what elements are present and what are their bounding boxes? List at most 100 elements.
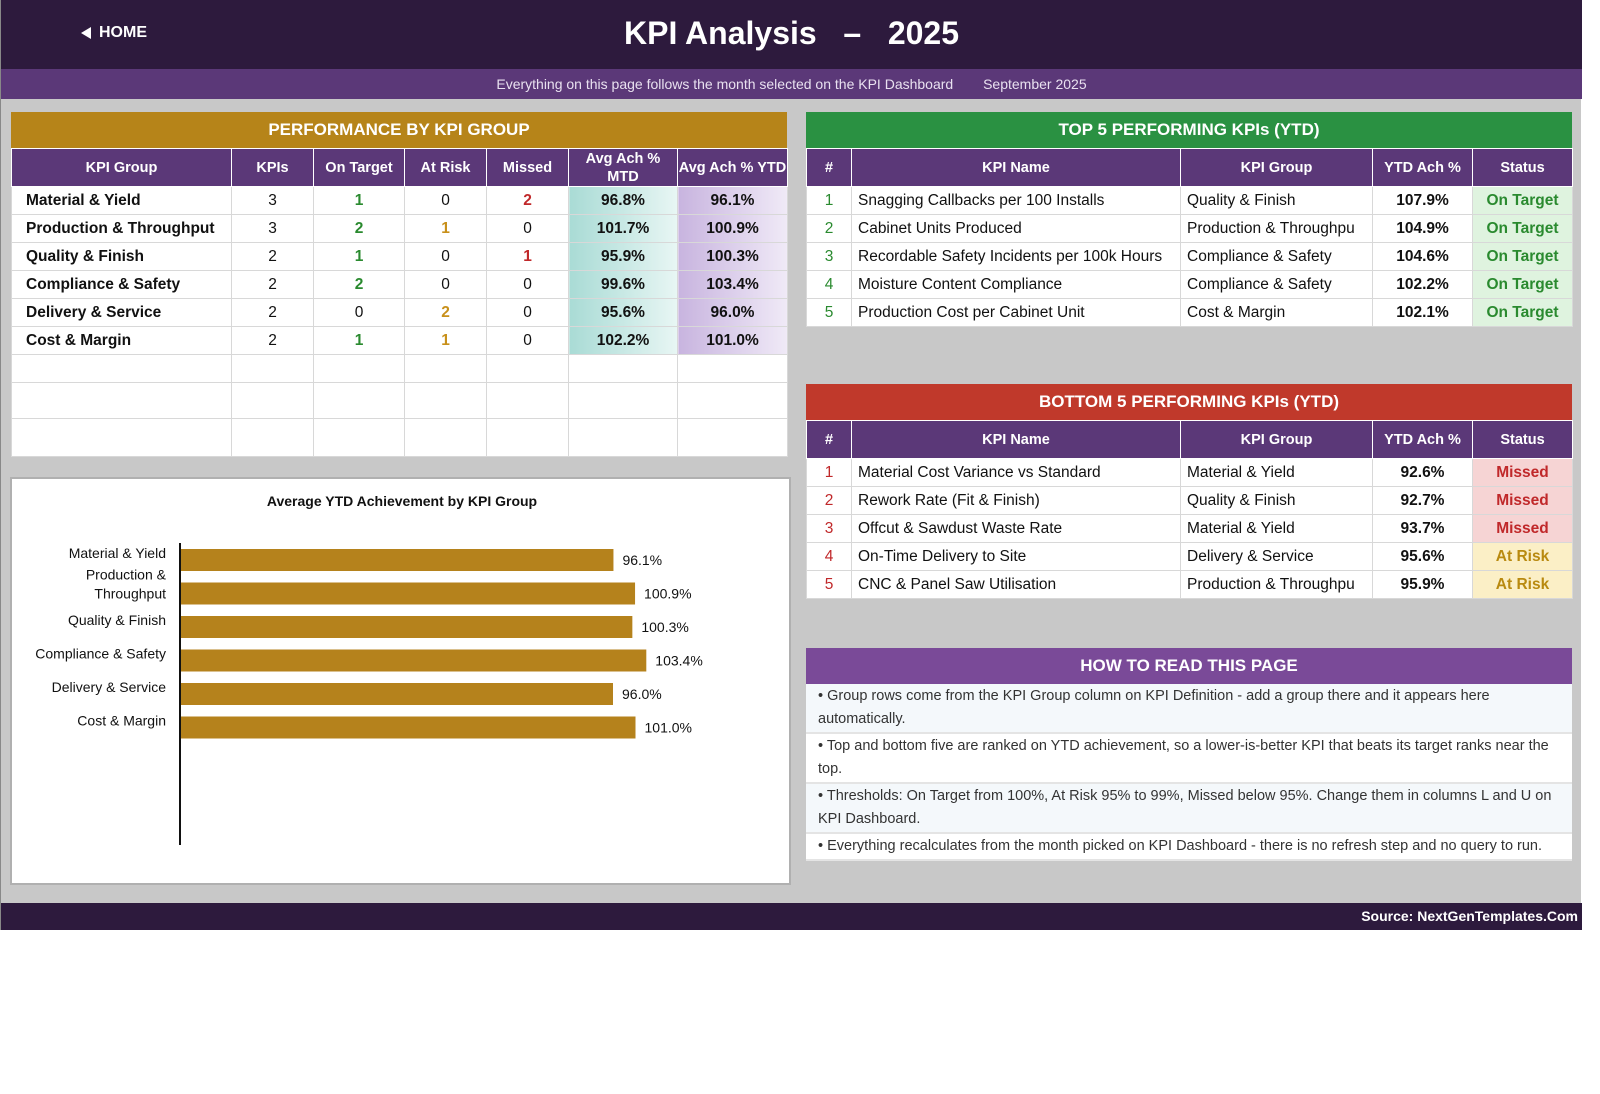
howto-header: HOW TO READ THIS PAGE [806,648,1572,684]
at-risk-count: 0 [404,242,487,271]
col-ytd-ach: YTD Ach % [1372,420,1473,459]
kpi-name: On-Time Delivery to Site [851,542,1181,571]
chart-data-label: 100.3% [641,619,688,635]
chart-canvas: Average YTD Achievement by KPI Group 96.… [35,493,703,845]
group-name: Quality & Finish [11,242,232,271]
empty-row [11,418,788,457]
table-row: 3 Recordable Safety Incidents per 100k H… [806,242,1573,271]
kpi-name: Rework Rate (Fit & Finish) [851,486,1181,515]
chart-category-label: Production & Throughput [86,567,167,602]
kpi-name: Offcut & Sawdust Waste Rate [851,514,1181,543]
kpi-name: Cabinet Units Produced [851,214,1181,243]
status-badge: Missed [1472,514,1573,543]
at-risk-count: 1 [404,326,487,355]
kpi-count: 2 [231,242,314,271]
group-name: Production & Throughput [11,214,232,243]
empty-row [11,382,788,419]
col-status: Status [1472,148,1573,187]
back-triangle-icon [81,27,91,39]
col-kpi-name: KPI Name [851,148,1181,187]
on-target-count: 1 [313,242,405,271]
on-target-count: 1 [313,186,405,215]
table-row: Production & Throughput 3 2 1 0 101.7% 1… [11,214,788,243]
missed-count: 0 [486,270,569,299]
chart-category-label: Delivery & Service [52,679,167,695]
chart-bar [181,582,636,605]
chart-bar [181,716,636,739]
ytd-ach: 93.7% [1372,514,1473,543]
avg-mtd: 102.2% [568,326,678,355]
chart-data-label: 96.0% [622,686,662,702]
col-kpi-group: KPI Group [1180,420,1373,459]
chart-bar [181,683,613,705]
table-row: Material & Yield 3 1 0 2 96.8% 96.1% [11,186,788,215]
kpi-group: Delivery & Service [1180,542,1373,571]
missed-count: 0 [486,326,569,355]
chart-bar [181,649,647,672]
col-kpi-group: KPI Group [1180,148,1373,187]
group-name: Compliance & Safety [11,270,232,299]
status-badge: At Risk [1472,570,1573,599]
col-rank: # [806,420,852,459]
avg-ytd: 100.3% [677,242,788,271]
chart-data-label: 103.4% [655,653,702,669]
status-badge: Missed [1472,486,1573,515]
chart-category-label: Compliance & Safety [35,646,166,662]
status-badge: On Target [1472,214,1573,243]
kpi-count: 2 [231,326,314,355]
kpi-group: Cost & Margin [1180,298,1373,327]
howto-item: • Top and bottom five are ranked on YTD … [806,734,1572,784]
kpi-group: Quality & Finish [1180,486,1373,515]
table-row: 1 Material Cost Variance vs Standard Mat… [806,458,1573,487]
status-badge: On Target [1472,270,1573,299]
kpi-count: 2 [231,270,314,299]
chart-title: Average YTD Achievement by KPI Group [267,493,537,509]
col-ytd-ach: YTD Ach % [1372,148,1473,187]
rank: 2 [806,486,852,515]
page: HOME KPI Analysis – 2025 Everything on t… [0,0,1582,930]
top-bar: HOME KPI Analysis – 2025 [1,0,1582,69]
ytd-ach: 104.6% [1372,242,1473,271]
rank: 3 [806,514,852,543]
table-row: 5 Production Cost per Cabinet Unit Cost … [806,298,1573,327]
kpi-group: Material & Yield [1180,458,1373,487]
avg-mtd: 96.8% [568,186,678,215]
chart-bar [181,616,633,638]
table-row: 2 Rework Rate (Fit & Finish) Quality & F… [806,486,1573,515]
col-avg-mtd: Avg Ach % MTD [568,148,678,187]
rank: 2 [806,214,852,243]
home-label: HOME [99,24,147,41]
table-row: 1 Snagging Callbacks per 100 Installs Qu… [806,186,1573,215]
kpi-name: Production Cost per Cabinet Unit [851,298,1181,327]
on-target-count: 0 [313,298,405,327]
missed-count: 0 [486,214,569,243]
avg-ytd: 103.4% [677,270,788,299]
ytd-ach: 107.9% [1372,186,1473,215]
home-button[interactable]: HOME [81,24,147,42]
at-risk-count: 0 [404,186,487,215]
rank: 5 [806,570,852,599]
table-row: 3 Offcut & Sawdust Waste Rate Material &… [806,514,1573,543]
bottom5-header: BOTTOM 5 PERFORMING KPIs (YTD) [806,384,1572,420]
ytd-chart: Average YTD Achievement by KPI Group 96.… [10,477,791,885]
top5-header: TOP 5 PERFORMING KPIs (YTD) [806,112,1572,148]
howto-list: • Group rows come from the KPI Group col… [806,684,1572,861]
chart-bar [181,549,614,571]
group-name: Material & Yield [11,186,232,215]
chart-category-label: Quality & Finish [68,612,166,628]
avg-mtd: 95.9% [568,242,678,271]
status-badge: At Risk [1472,542,1573,571]
rank: 3 [806,242,852,271]
rank: 4 [806,270,852,299]
kpi-group: Material & Yield [1180,514,1373,543]
avg-ytd: 101.0% [677,326,788,355]
at-risk-count: 0 [404,270,487,299]
table-row: 2 Cabinet Units Produced Production & Th… [806,214,1573,243]
avg-ytd: 96.1% [677,186,788,215]
table-row: Delivery & Service 2 0 2 0 95.6% 96.0% [11,298,788,327]
group-name: Delivery & Service [11,298,232,327]
missed-count: 2 [486,186,569,215]
table-row: Cost & Margin 2 1 1 0 102.2% 101.0% [11,326,788,355]
avg-mtd: 101.7% [568,214,678,243]
howto-item: • Everything recalculates from the month… [806,834,1572,861]
